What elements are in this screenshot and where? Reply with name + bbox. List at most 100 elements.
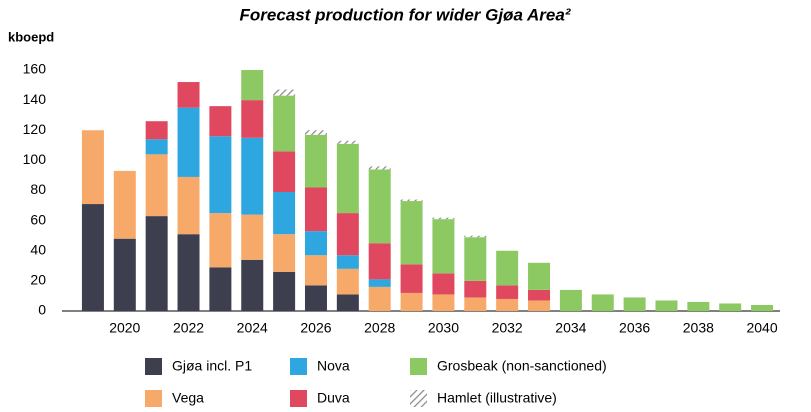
bar-segment <box>623 297 646 311</box>
y-tick-label: 20 <box>30 272 46 288</box>
bar-segment <box>273 89 296 96</box>
x-tick-label: 2034 <box>555 320 586 336</box>
bar-segment <box>177 176 200 235</box>
x-tick-label: 2024 <box>237 320 268 336</box>
bar-segment <box>81 204 104 311</box>
bar-segment <box>177 107 200 177</box>
x-tick-label: 2022 <box>173 320 204 336</box>
bar-segment <box>273 151 296 193</box>
bar-segment <box>559 289 582 311</box>
bar-segment <box>368 166 391 170</box>
y-tick-label: 60 <box>30 211 46 227</box>
x-tick-label: 2026 <box>300 320 331 336</box>
bar-segment <box>241 137 264 215</box>
legend-swatch <box>290 390 307 407</box>
bar-segment <box>336 140 359 144</box>
bar-segment <box>241 259 264 311</box>
bar-segment <box>273 234 296 272</box>
y-tick-label: 160 <box>23 61 47 77</box>
bar-segment <box>496 250 519 286</box>
legend-swatch <box>145 358 162 375</box>
bar-segment <box>400 292 423 311</box>
x-tick-label: 2038 <box>683 320 714 336</box>
bar-segment <box>400 199 423 202</box>
bar-segment <box>241 70 264 101</box>
bar-segment <box>336 294 359 311</box>
bar-segment <box>687 301 710 311</box>
legend-label: Gjøa incl. P1 <box>172 358 252 374</box>
bar-segment <box>304 187 327 232</box>
chart-title: Forecast production for wider Gjøa Area² <box>240 5 572 24</box>
legend-swatch <box>410 390 427 407</box>
bar-segment <box>177 234 200 311</box>
bar-segment <box>368 286 391 311</box>
bar-segment <box>368 243 391 280</box>
bar-segment <box>304 285 327 311</box>
bar-segment <box>209 136 232 214</box>
x-tick-label: 2028 <box>364 320 395 336</box>
bar-segment <box>496 298 519 311</box>
bar-segment <box>655 300 678 311</box>
bar-segment <box>464 280 487 298</box>
y-axis-label: kboepd <box>8 29 54 44</box>
bar-segment <box>432 217 455 220</box>
legend-label: Hamlet (illustrative) <box>437 390 557 406</box>
x-tick-label: 2036 <box>619 320 650 336</box>
bar-segment <box>528 262 551 290</box>
x-tick-label: 2040 <box>746 320 777 336</box>
bar-segment <box>304 255 327 286</box>
bar-segment <box>304 231 327 256</box>
legend-swatch <box>145 390 162 407</box>
bar-segment <box>209 106 232 137</box>
legend-label: Vega <box>172 390 204 406</box>
bar-segment <box>336 255 359 269</box>
legend-swatch <box>410 358 427 375</box>
bar-segment <box>273 192 296 235</box>
bar-segment <box>336 213 359 256</box>
legend-swatch <box>290 358 307 375</box>
bar-segment <box>273 95 296 152</box>
bar-segment <box>528 300 551 311</box>
bar-segment <box>273 271 296 311</box>
bar-segment <box>304 130 327 135</box>
bar-segment <box>464 237 487 281</box>
bar-segment <box>241 214 264 260</box>
legend-label: Grosbeak (non-sanctioned) <box>437 358 607 374</box>
bar-segment <box>368 279 391 287</box>
bar-segment <box>209 267 232 311</box>
bar-segment <box>400 201 423 265</box>
bar-segment <box>145 139 168 155</box>
bar-segment <box>751 304 774 311</box>
bar-segment <box>400 264 423 293</box>
bar-segment <box>368 169 391 244</box>
bar-segment <box>528 289 551 301</box>
bar-segment <box>304 134 327 188</box>
bar-segment <box>209 213 232 268</box>
y-tick-label: 0 <box>38 302 46 318</box>
x-tick-label: 2032 <box>492 320 523 336</box>
bar-segment <box>145 121 168 140</box>
y-tick-label: 40 <box>30 241 46 257</box>
bar-segment <box>496 285 519 299</box>
bar-segment <box>145 216 168 311</box>
bar-segment <box>464 235 487 238</box>
bar-segment <box>432 219 455 274</box>
bar-segment <box>432 294 455 311</box>
bar-segment <box>145 154 168 217</box>
bar-segment <box>432 273 455 295</box>
bar-segment <box>719 303 742 311</box>
legend-label: Duva <box>317 390 350 406</box>
bar-segment <box>113 170 136 239</box>
y-tick-label: 120 <box>23 121 47 137</box>
bar-segment <box>336 268 359 295</box>
bar-segment <box>464 297 487 311</box>
x-tick-label: 2030 <box>428 320 459 336</box>
bar-segment <box>241 100 264 138</box>
bar-segment <box>177 82 200 108</box>
y-tick-label: 80 <box>30 181 46 197</box>
bar-segment <box>81 130 104 205</box>
x-tick-label: 2020 <box>109 320 140 336</box>
y-tick-label: 140 <box>23 91 47 107</box>
bar-segment <box>113 238 136 311</box>
